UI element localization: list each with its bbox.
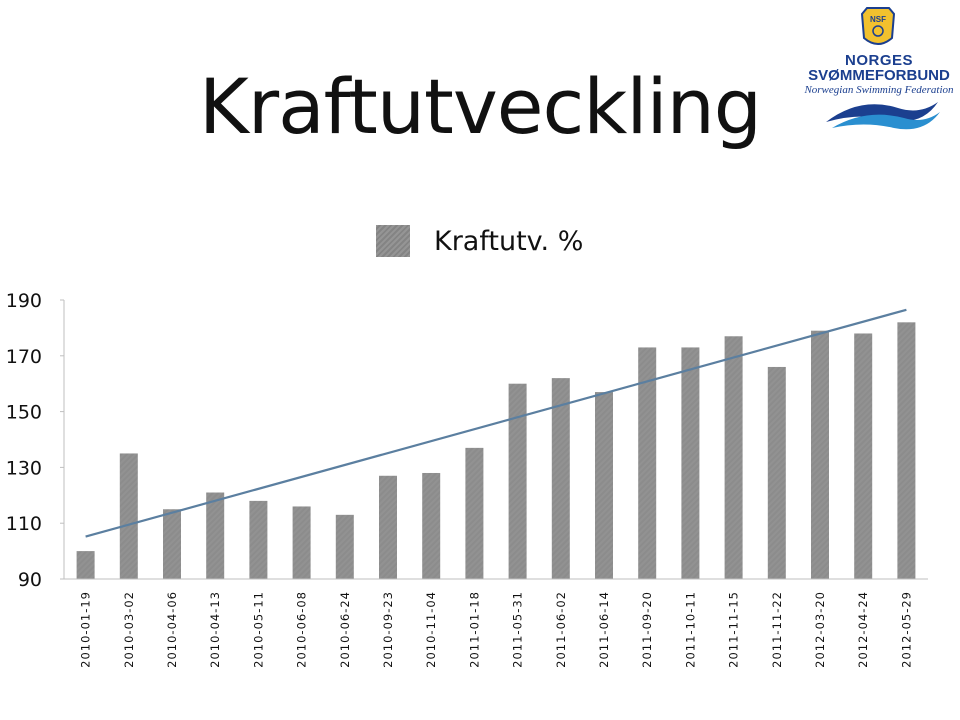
x-tick-label: 2010-11-04 xyxy=(424,591,438,668)
y-tick-label: 190 xyxy=(6,290,42,312)
slide-title: Kraftutveckling xyxy=(198,62,762,151)
x-tick-label: 2011-11-15 xyxy=(727,591,741,668)
bar-2011-06-14 xyxy=(595,392,613,579)
y-tick-label: 170 xyxy=(6,346,42,368)
x-tick-label: 2011-06-02 xyxy=(554,591,568,668)
legend-label: Kraftutv. % xyxy=(434,225,584,257)
bar-2010-03-02 xyxy=(119,453,138,579)
bar-2010-06-08 xyxy=(292,506,311,579)
bar-2011-10-11 xyxy=(681,347,700,579)
x-tick-label: 2010-01-19 xyxy=(79,591,93,668)
x-tick-label: 2011-10-11 xyxy=(683,591,697,668)
logo-text-svommeforbund: SVØMMEFORBUND xyxy=(808,67,950,84)
bar-2010-09-23 xyxy=(379,475,397,579)
x-tick-label: 2010-04-06 xyxy=(165,591,179,668)
x-tick-label: 2012-03-20 xyxy=(813,591,827,668)
x-tick-label: 2011-05-31 xyxy=(511,591,525,668)
bar-2010-04-13 xyxy=(206,492,225,579)
y-tick-label: 110 xyxy=(6,513,42,535)
bar-2012-04-24 xyxy=(854,333,873,579)
y-tick-label: 90 xyxy=(18,569,42,591)
y-tick-label: 150 xyxy=(6,402,42,424)
norges-svommeforbund-logo: NSF NORGES SVØMMEFORBUND Norwegian Swimm… xyxy=(800,4,958,136)
x-tick-label: 2012-04-24 xyxy=(856,591,870,668)
logo-text-federation: Norwegian Swimming Federation xyxy=(804,84,954,96)
bar-2010-05-11 xyxy=(249,500,268,579)
x-tick-label: 2011-11-22 xyxy=(770,591,784,668)
bar-2011-06-02 xyxy=(551,378,570,579)
bar-2012-05-29 xyxy=(897,322,916,579)
x-tick-label: 2011-09-20 xyxy=(640,591,654,668)
bar-2010-01-19 xyxy=(76,551,95,579)
bar-2012-03-20 xyxy=(811,330,829,579)
bar-2011-11-22 xyxy=(767,366,786,579)
x-tick-label: 2010-06-08 xyxy=(295,591,309,668)
legend-swatch xyxy=(376,225,410,257)
bar-2010-06-24 xyxy=(335,514,354,579)
x-tick-label: 2011-01-18 xyxy=(467,591,481,668)
bar-2011-01-18 xyxy=(465,447,484,579)
x-tick-label: 2010-09-23 xyxy=(381,591,395,668)
bar-2011-11-15 xyxy=(724,336,743,579)
logo-text-norges: NORGES xyxy=(844,52,913,69)
bar-2010-04-06 xyxy=(163,509,181,579)
logo-badge-text: NSF xyxy=(870,15,886,24)
x-tick-label: 2010-06-24 xyxy=(338,591,352,668)
x-tick-label: 2010-03-02 xyxy=(122,591,136,668)
bar-2011-09-20 xyxy=(638,347,657,579)
linear-trendline xyxy=(85,308,907,538)
bar-2010-11-04 xyxy=(422,472,441,579)
bar-2011-05-31 xyxy=(508,383,527,579)
x-tick-label: 2010-05-11 xyxy=(251,591,265,668)
x-tick-label: 2011-06-14 xyxy=(597,591,611,668)
chart-legend: Kraftutv. % xyxy=(376,224,583,258)
x-tick-label: 2010-04-13 xyxy=(208,591,222,668)
swimming-federation-emblem-icon: NSF xyxy=(826,7,940,130)
y-tick-label: 130 xyxy=(6,457,42,479)
x-tick-label: 2012-05-29 xyxy=(899,591,913,668)
